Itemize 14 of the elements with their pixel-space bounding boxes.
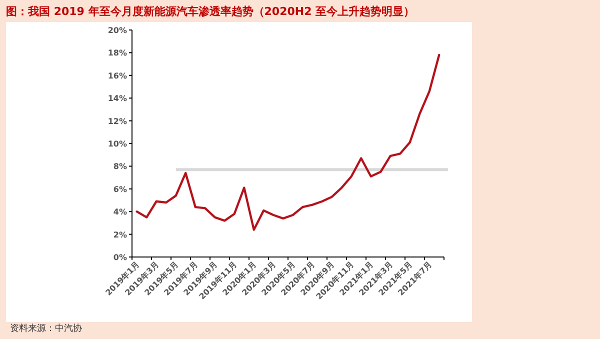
text: 资料来源：中汽协 [10, 323, 82, 334]
y-tick-label: 12% [108, 116, 127, 126]
y-tick-label: 4% [113, 208, 127, 217]
line-series [136, 54, 440, 231]
y-tick-label: 10% [108, 140, 127, 148]
y-tick-label: 18% [108, 48, 127, 58]
y-tick-label: 0% [113, 253, 127, 262]
y-tick-label: 16% [108, 71, 127, 80]
chart-title: 图：我国 2019 年至今月度新能源汽车渗透率趋势（2020H2 至今上升趋势明显） [6, 5, 415, 18]
y-tick-label: 6% [113, 184, 127, 194]
y-tick-label: 2% [113, 230, 127, 240]
y-tick-label: 8% [113, 162, 127, 172]
y-tick-label: 14% [108, 94, 127, 104]
y-tick-label: 20% [108, 26, 127, 35]
